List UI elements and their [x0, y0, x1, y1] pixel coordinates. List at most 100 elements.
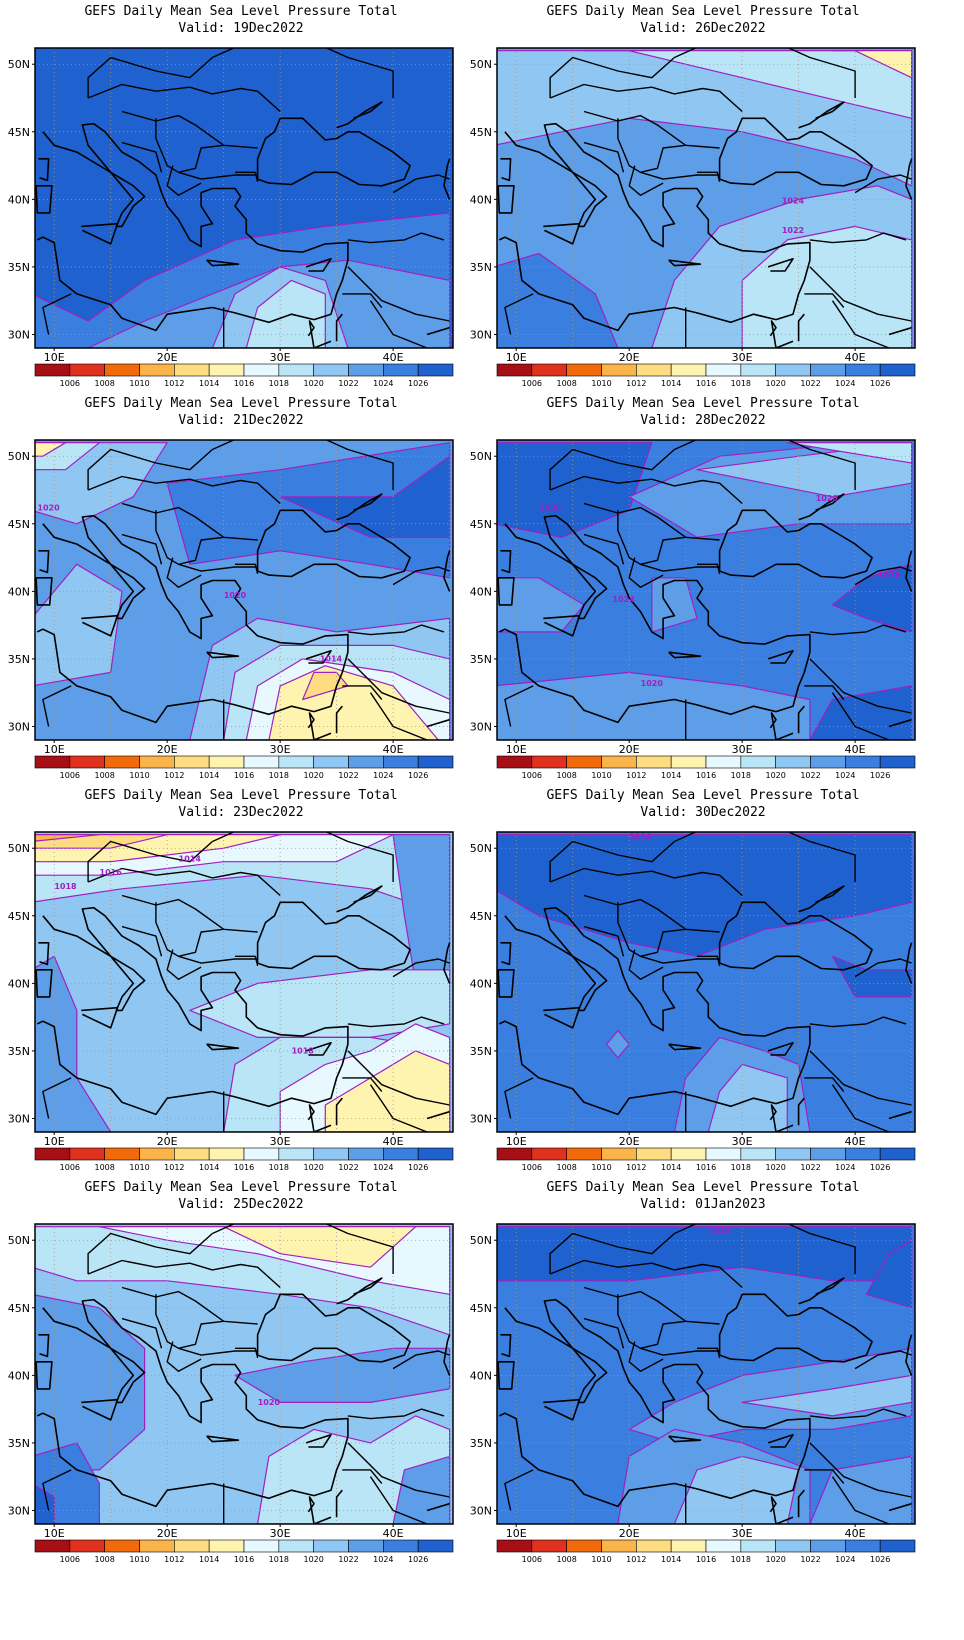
country-border [178, 536, 224, 565]
lon-tick-label: 20E [619, 1527, 640, 1540]
pressure-band [35, 834, 101, 842]
colorbar-label: 1008 [94, 771, 114, 780]
lon-tick-label: 10E [44, 1527, 65, 1540]
coastline [307, 320, 332, 348]
colorbar-label: 1014 [199, 379, 219, 388]
colorbar-swatch [810, 755, 846, 769]
colorbar-swatch [243, 755, 280, 769]
map-frame [34, 1223, 454, 1525]
coastline [206, 651, 240, 659]
isobar-label: 1026 [539, 503, 562, 512]
country-border [347, 232, 445, 244]
lat-tick-label: 45N [470, 518, 492, 531]
country-border [697, 171, 721, 182]
colorbar-swatch [243, 1147, 280, 1161]
country-border [121, 1286, 258, 1325]
colorbar-label: 1010 [591, 1163, 611, 1172]
colorbar-swatch [348, 1539, 384, 1553]
coastline [497, 185, 515, 214]
coastline [256, 1293, 411, 1363]
coastline [36, 1298, 349, 1508]
colorbar-swatch [670, 1539, 707, 1553]
coastline [767, 649, 794, 664]
country-border [342, 685, 383, 700]
colorbar-label: 1020 [303, 1555, 323, 1564]
coastline [797, 313, 805, 342]
colorbar-label: 1024 [373, 1555, 393, 1564]
coastline [543, 1398, 581, 1421]
lon-tick-label: 40E [845, 1527, 866, 1540]
colorbar-swatch [636, 1147, 672, 1161]
lon-tick-label: 40E [383, 743, 404, 756]
colorbar-swatch [139, 363, 175, 377]
country-border [369, 300, 428, 348]
coastline [905, 158, 913, 200]
colorbar-label: 1010 [591, 1555, 611, 1564]
country-border [212, 48, 394, 98]
coastline [888, 326, 912, 336]
lat-tick-label: 50N [8, 1234, 30, 1247]
coastline [498, 514, 811, 724]
country-border [831, 692, 890, 740]
isobar-label: 1026 [629, 832, 652, 841]
colorbar-swatch [810, 1147, 846, 1161]
colorbar-swatch [34, 363, 71, 377]
country-border [392, 958, 450, 978]
colorbar-label: 1022 [800, 1555, 820, 1564]
coastline [500, 942, 512, 966]
lat-tick-label: 50N [8, 842, 30, 855]
coastline [767, 1433, 794, 1448]
colorbar-swatch [278, 755, 314, 769]
lat-tick-label: 40N [470, 585, 492, 598]
coastline [769, 1496, 794, 1524]
colorbar-swatch [879, 755, 916, 769]
country-border [235, 1347, 259, 1358]
country-border [87, 448, 213, 490]
country-border [504, 685, 534, 727]
country-border [640, 928, 686, 957]
country-border [166, 1341, 202, 1373]
colorbar-label: 1010 [129, 379, 149, 388]
country-border [155, 1294, 258, 1356]
isobar-label: 1020 [641, 679, 664, 688]
colorbar-swatch [417, 363, 454, 377]
pressure-map: 50N 45N 40N 35N 30N 10E 20E 30E 40E 1006 1008 1010 1… [8, 47, 454, 388]
colorbar-swatch [775, 363, 811, 377]
lat-tick-label: 50N [8, 450, 30, 463]
colorbar-swatch [383, 755, 419, 769]
country-border [854, 1350, 912, 1370]
colorbar-label: 1016 [696, 379, 716, 388]
coastline [81, 222, 119, 245]
coastline [336, 1277, 383, 1305]
lon-tick-label: 30E [732, 1527, 753, 1540]
colorbar-swatch [417, 755, 454, 769]
colorbar-label: 1020 [303, 1163, 323, 1172]
country-border [121, 925, 163, 957]
colorbar-swatch [174, 1147, 210, 1161]
lat-tick-label: 45N [8, 126, 30, 139]
lat-tick-label: 50N [8, 58, 30, 71]
pressure-map: 1026 1020 1026 1024 1020 50N 45N 40N 35N 30N 10E 20… [470, 439, 916, 780]
country-border [342, 293, 383, 308]
lat-tick-label: 45N [8, 1302, 30, 1315]
coastline [767, 1041, 794, 1056]
coastline [206, 1043, 240, 1051]
country-border [549, 475, 743, 505]
map-frame [34, 47, 454, 349]
colorbar-label: 1006 [522, 1163, 542, 1172]
coastline [500, 1334, 512, 1358]
lon-tick-label: 10E [44, 743, 65, 756]
country-border [235, 563, 259, 574]
coastline [305, 257, 332, 272]
colorbar-swatch [566, 1147, 602, 1161]
colorbar-swatch [845, 1539, 881, 1553]
colorbar-swatch [139, 1539, 175, 1553]
country-border [42, 1469, 72, 1511]
country-border [392, 174, 450, 194]
country-border [804, 293, 845, 308]
country-border [583, 894, 720, 933]
coastline [500, 550, 512, 574]
colorbar-label: 1022 [338, 379, 358, 388]
country-border [583, 141, 625, 173]
country-border [809, 266, 912, 322]
